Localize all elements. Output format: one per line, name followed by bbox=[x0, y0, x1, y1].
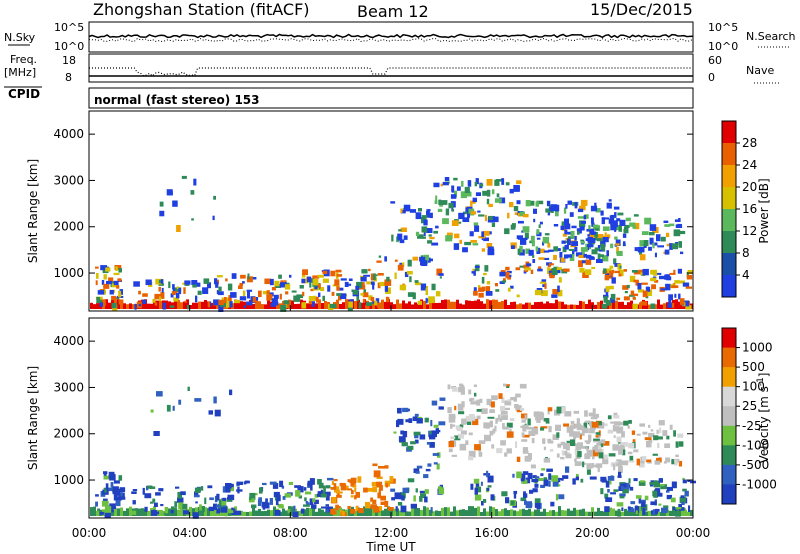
y-tick-label: 2000 bbox=[53, 220, 84, 234]
nsky-series-line bbox=[88, 33, 694, 39]
cpid-label: CPID bbox=[8, 87, 40, 101]
colorbar-tick-label: 12 bbox=[742, 224, 757, 238]
freq-panel-frame bbox=[88, 53, 694, 83]
power-colorbar: 28 24 20 16 12 8 4 bbox=[721, 120, 757, 298]
colorbar-swatch bbox=[722, 386, 736, 407]
nsearch-tick-high: 10^5 bbox=[708, 21, 738, 34]
colorbar-swatch bbox=[722, 445, 736, 466]
colorbar-tick-label: 20 bbox=[742, 180, 757, 194]
x-tick-label: 20:00 bbox=[575, 526, 610, 540]
colorbar-tick-label: -25 bbox=[742, 419, 762, 433]
velocity-y-axis: 1000 2000 3000 4000 bbox=[53, 334, 693, 487]
x-tick-label: 16:00 bbox=[474, 526, 509, 540]
nsky-panel-frame bbox=[88, 21, 694, 53]
velocity-colorbar: 1000 500 100 25 -25 -100 -500 -1000 bbox=[721, 327, 777, 505]
nsearch-label: N.Search bbox=[746, 30, 796, 43]
colorbar-tick-label: 4 bbox=[742, 268, 750, 282]
nsky-tick-low: 10^0 bbox=[54, 40, 84, 53]
colorbar-swatch bbox=[722, 347, 736, 368]
nsky-label: N.Sky bbox=[4, 31, 36, 44]
date-label: 15/Dec/2015 bbox=[590, 0, 693, 19]
colorbar-tick-label: 24 bbox=[742, 158, 757, 172]
colorbar-swatch bbox=[722, 425, 736, 446]
nave-series-line bbox=[89, 67, 693, 77]
y-tick-label: 3000 bbox=[53, 173, 84, 187]
cpid-text: normal (fast stereo) 153 bbox=[94, 93, 260, 107]
colorbar-tick-label: -100 bbox=[742, 438, 769, 452]
x-tick-label: 12:00 bbox=[374, 526, 409, 540]
nave-tick-low: 0 bbox=[708, 71, 715, 84]
y-tick-label: 1000 bbox=[53, 266, 84, 280]
freq-label: Freq. bbox=[10, 53, 37, 66]
velocity-colorbar-label: Velocity [m s-1] bbox=[756, 373, 771, 464]
colorbar-swatch bbox=[722, 464, 736, 485]
freq-tick-high: 18 bbox=[62, 54, 76, 67]
y-tick-label: 4000 bbox=[53, 334, 84, 348]
colorbar-tick-label: 25 bbox=[742, 399, 757, 413]
colorbar-tick-label: 1000 bbox=[742, 341, 773, 355]
colorbar-tick-label: 500 bbox=[742, 360, 765, 374]
nave-label: Nave bbox=[746, 64, 774, 77]
velocity-panel-frame bbox=[88, 317, 694, 519]
nsearch-tick-low: 10^0 bbox=[708, 40, 738, 53]
beam-label: Beam 12 bbox=[357, 2, 429, 21]
colorbar-tick-label: 16 bbox=[742, 202, 757, 216]
y-tick-label: 3000 bbox=[53, 380, 84, 394]
station-title: Zhongshan Station (fitACF) bbox=[93, 0, 310, 19]
velocity-y-axis-label: Slant Range [km] bbox=[26, 366, 40, 470]
y-tick-label: 2000 bbox=[53, 427, 84, 441]
colorbar-swatch bbox=[722, 231, 736, 254]
colorbar-swatch bbox=[722, 187, 736, 210]
colorbar-frame bbox=[721, 327, 737, 505]
power-colorbar-label: Power [dB] bbox=[757, 178, 771, 243]
colorbar-swatch bbox=[722, 143, 736, 166]
colorbar-swatch bbox=[722, 367, 736, 388]
colorbar-tick-label: -500 bbox=[742, 458, 769, 472]
colorbar-swatch bbox=[722, 406, 736, 427]
colorbar-swatch bbox=[722, 275, 736, 298]
x-tick-label: 00:00 bbox=[72, 526, 107, 540]
colorbar-tick-label: 28 bbox=[742, 136, 757, 150]
colorbar-swatch bbox=[722, 328, 736, 349]
nsearch-series-line bbox=[88, 37, 694, 43]
freq-tick-low: 8 bbox=[65, 71, 72, 84]
x-tick-label: 00:00 bbox=[676, 526, 711, 540]
x-tick-label: 08:00 bbox=[273, 526, 308, 540]
velocity-heatmap-cells bbox=[90, 383, 696, 519]
colorbar-swatch bbox=[722, 253, 736, 276]
colorbar-swatch bbox=[722, 165, 736, 188]
nsky-tick-high: 10^5 bbox=[54, 21, 84, 34]
time-x-axis: 00:00 04:00 08:00 12:00 16:00 20:00 00:00 bbox=[72, 305, 711, 540]
nave-tick-high: 60 bbox=[708, 54, 722, 67]
y-tick-label: 1000 bbox=[53, 473, 84, 487]
colorbar-tick-label: -1000 bbox=[742, 477, 777, 491]
time-x-axis-label: Time UT bbox=[365, 540, 416, 554]
colorbar-swatch bbox=[722, 209, 736, 232]
colorbar-swatch bbox=[722, 484, 736, 505]
cpid-panel-frame bbox=[88, 87, 694, 109]
power-y-axis: 1000 2000 3000 4000 bbox=[53, 127, 693, 280]
x-tick-label: 04:00 bbox=[172, 526, 207, 540]
colorbar-tick-label: 8 bbox=[742, 246, 750, 260]
power-heatmap-cells bbox=[90, 175, 694, 312]
power-y-axis-label: Slant Range [km] bbox=[26, 159, 40, 263]
colorbar-tick-label: 100 bbox=[742, 380, 765, 394]
y-tick-label: 4000 bbox=[53, 127, 84, 141]
colorbar-swatch bbox=[722, 121, 736, 144]
freq-unit-label: [MHz] bbox=[4, 66, 36, 79]
